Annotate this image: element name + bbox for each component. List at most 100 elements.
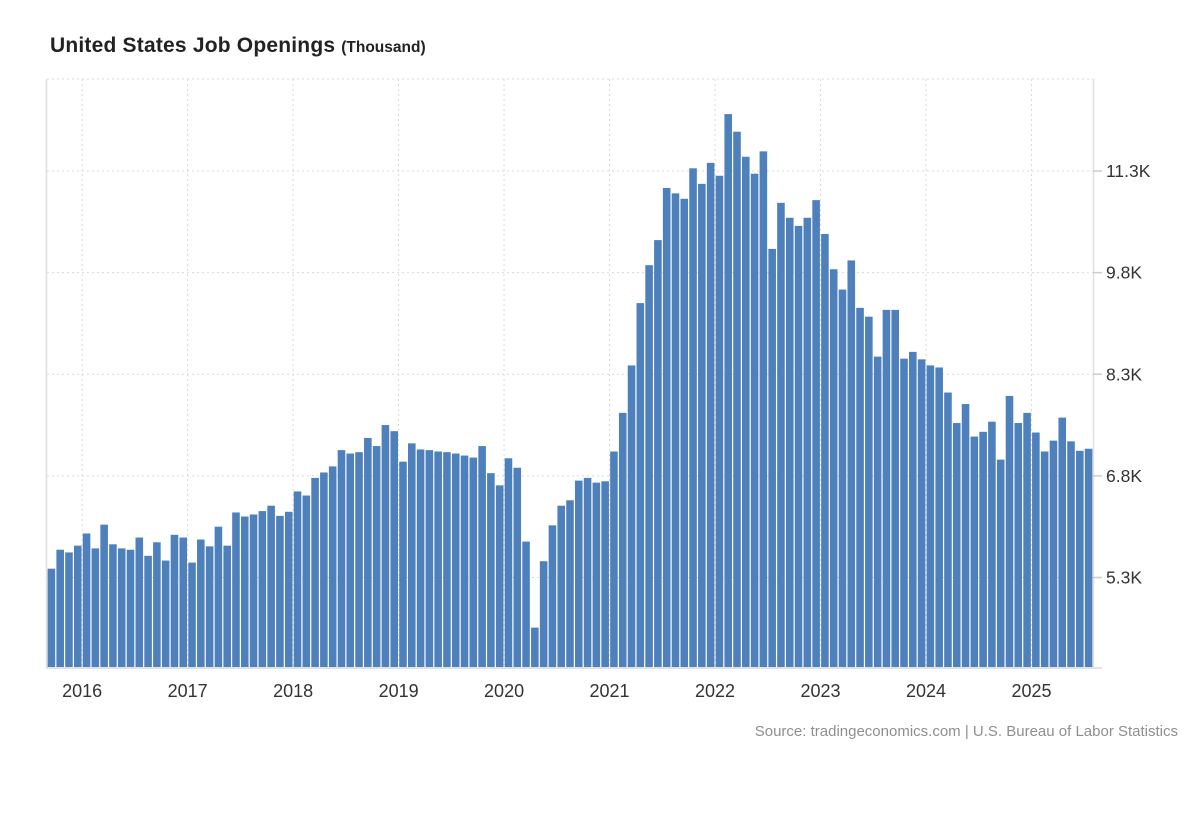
bar[interactable] bbox=[539, 561, 548, 667]
bar[interactable] bbox=[161, 560, 170, 667]
bar[interactable] bbox=[504, 458, 513, 667]
bar[interactable] bbox=[513, 467, 522, 667]
bar[interactable] bbox=[232, 512, 240, 667]
bar[interactable] bbox=[803, 217, 812, 667]
bar[interactable] bbox=[618, 412, 627, 667]
bar[interactable] bbox=[469, 457, 478, 667]
bar[interactable] bbox=[399, 461, 407, 667]
bar[interactable] bbox=[364, 437, 372, 667]
bar[interactable] bbox=[742, 156, 750, 667]
bar[interactable] bbox=[680, 198, 689, 667]
bar[interactable] bbox=[715, 175, 724, 668]
bar[interactable] bbox=[425, 450, 434, 667]
bar[interactable] bbox=[1084, 448, 1093, 667]
bar[interactable] bbox=[794, 225, 803, 667]
bar[interactable] bbox=[988, 421, 996, 667]
bar[interactable] bbox=[733, 131, 741, 667]
bar[interactable] bbox=[952, 423, 961, 667]
bar[interactable] bbox=[284, 511, 293, 667]
bar[interactable] bbox=[240, 516, 249, 667]
bar[interactable] bbox=[785, 217, 794, 667]
bar[interactable] bbox=[566, 500, 574, 667]
bar[interactable] bbox=[311, 477, 319, 667]
bar[interactable] bbox=[1058, 417, 1067, 667]
bar[interactable] bbox=[698, 183, 706, 667]
bar[interactable] bbox=[531, 627, 539, 667]
bar[interactable] bbox=[495, 485, 504, 667]
bar[interactable] bbox=[293, 491, 302, 667]
bar[interactable] bbox=[548, 525, 557, 667]
bar[interactable] bbox=[197, 539, 205, 667]
bar[interactable] bbox=[557, 505, 566, 667]
bar[interactable] bbox=[1005, 395, 1014, 667]
bar[interactable] bbox=[346, 453, 355, 667]
bar[interactable] bbox=[970, 436, 979, 667]
bar[interactable] bbox=[302, 495, 311, 667]
bar[interactable] bbox=[249, 514, 258, 667]
bar[interactable] bbox=[891, 309, 900, 667]
bar[interactable] bbox=[1067, 441, 1075, 667]
bar[interactable] bbox=[627, 365, 636, 667]
bar[interactable] bbox=[478, 446, 486, 667]
bar[interactable] bbox=[759, 151, 768, 668]
bar[interactable] bbox=[73, 545, 82, 667]
bar[interactable] bbox=[601, 481, 609, 667]
bar[interactable] bbox=[645, 265, 653, 667]
bar[interactable] bbox=[768, 248, 776, 667]
bar[interactable] bbox=[1040, 451, 1049, 667]
bar[interactable] bbox=[610, 451, 618, 667]
bar[interactable] bbox=[91, 548, 100, 667]
bar[interactable] bbox=[724, 114, 733, 668]
bar[interactable] bbox=[390, 431, 398, 667]
bar[interactable] bbox=[258, 511, 267, 667]
bar[interactable] bbox=[847, 260, 856, 667]
bar[interactable] bbox=[144, 555, 152, 667]
bar[interactable] bbox=[179, 537, 188, 667]
bar[interactable] bbox=[153, 542, 161, 667]
bar[interactable] bbox=[56, 549, 64, 667]
bar[interactable] bbox=[900, 358, 908, 667]
bar[interactable] bbox=[636, 303, 645, 667]
bar[interactable] bbox=[381, 425, 390, 667]
bar[interactable] bbox=[1032, 432, 1040, 667]
bar[interactable] bbox=[328, 466, 337, 667]
bar[interactable] bbox=[812, 200, 820, 667]
bar[interactable] bbox=[1076, 450, 1084, 667]
bar[interactable] bbox=[443, 452, 451, 667]
bar[interactable] bbox=[689, 168, 697, 668]
bar[interactable] bbox=[961, 404, 970, 667]
bar[interactable] bbox=[205, 546, 214, 667]
bar[interactable] bbox=[777, 202, 785, 667]
bar[interactable] bbox=[135, 537, 144, 667]
bar[interactable] bbox=[372, 446, 381, 667]
bar[interactable] bbox=[487, 473, 495, 667]
bar[interactable] bbox=[214, 526, 223, 667]
bar[interactable] bbox=[1023, 412, 1031, 667]
bar[interactable] bbox=[170, 534, 179, 667]
bar[interactable] bbox=[82, 533, 91, 667]
bar[interactable] bbox=[416, 449, 425, 667]
bar[interactable] bbox=[671, 193, 680, 668]
bar[interactable] bbox=[838, 289, 847, 667]
bar[interactable] bbox=[574, 480, 583, 667]
bar[interactable] bbox=[126, 549, 135, 667]
bar[interactable] bbox=[65, 552, 73, 667]
bar[interactable] bbox=[355, 452, 363, 667]
bar[interactable] bbox=[1014, 423, 1023, 667]
bar[interactable] bbox=[935, 367, 943, 667]
bar[interactable] bbox=[662, 187, 671, 667]
bar[interactable] bbox=[100, 524, 108, 667]
bar[interactable] bbox=[1049, 440, 1058, 667]
bar[interactable] bbox=[944, 392, 952, 667]
bar[interactable] bbox=[337, 450, 346, 667]
bar[interactable] bbox=[47, 568, 56, 667]
bar[interactable] bbox=[706, 162, 715, 667]
bar[interactable] bbox=[267, 505, 275, 667]
bar[interactable] bbox=[188, 562, 196, 667]
bar[interactable] bbox=[522, 541, 530, 667]
bar[interactable] bbox=[654, 240, 662, 667]
bar[interactable] bbox=[460, 455, 469, 667]
bar[interactable] bbox=[856, 307, 864, 667]
bar[interactable] bbox=[117, 548, 126, 667]
bar[interactable] bbox=[979, 431, 987, 667]
